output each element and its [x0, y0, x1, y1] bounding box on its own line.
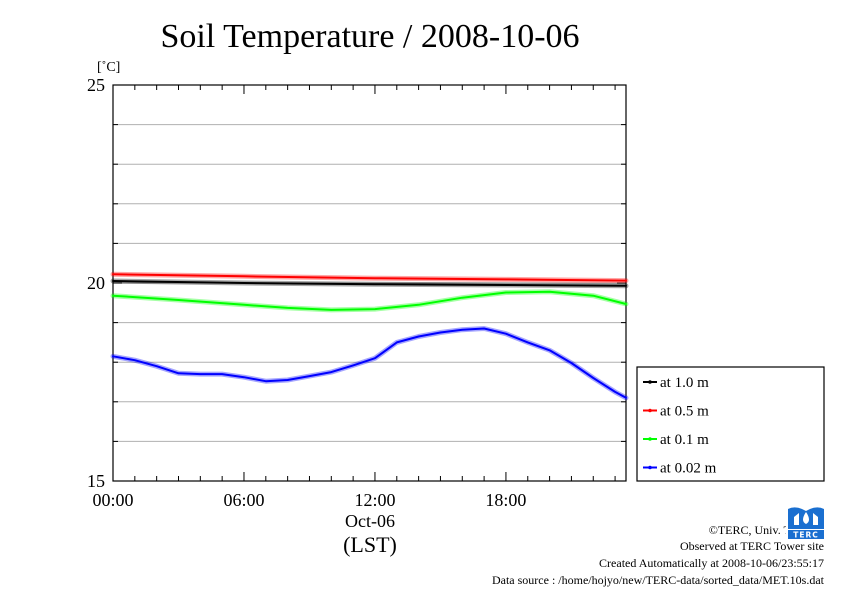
y-axis-label: [˚C] — [97, 60, 120, 75]
legend-label: at 1.0 m — [660, 375, 709, 391]
y-tick-label: 25 — [87, 75, 105, 95]
plot-area: 15 20 25 00:00 06:00 12:00 18:00 — [87, 75, 627, 510]
observed-text: Observed at TERC Tower site — [679, 539, 824, 553]
series-layer — [110, 271, 629, 401]
y-tick-label: 20 — [87, 273, 105, 293]
legend-marker — [648, 408, 652, 413]
x-tick-label: 18:00 — [485, 490, 526, 510]
legend-marker — [648, 437, 652, 441]
legend-label: at 0.5 m — [660, 404, 709, 420]
series-line — [112, 327, 627, 399]
created-text: Created Automatically at 2008-10-06/23:5… — [599, 556, 824, 570]
x-date-label: Oct-06 — [345, 511, 395, 531]
legend-label: at 0.1 m — [660, 432, 709, 448]
legend-label: at 0.02 m — [660, 461, 717, 477]
y-tick-label: 15 — [87, 471, 105, 491]
x-unit-label: (LST) — [343, 532, 397, 557]
x-tick-label: 06:00 — [223, 490, 264, 510]
chart-title: Soil Temperature / 2008-10-06 — [160, 18, 579, 55]
series-halo — [110, 326, 629, 401]
legend: at 1.0 m at 0.5 m at 0.1 m at 0.02 m — [636, 366, 825, 482]
series-line — [112, 280, 627, 287]
legend-marker — [648, 380, 652, 384]
legend-marker — [648, 465, 652, 470]
series-line — [112, 273, 627, 282]
terc-logo: TERC — [786, 503, 826, 539]
x-tick-label: 00:00 — [92, 490, 133, 510]
source-text: Data source : /home/hojyo/new/TERC-data/… — [491, 573, 824, 587]
logo-text: TERC — [793, 531, 819, 540]
legend-box — [636, 366, 825, 482]
series-line — [112, 290, 627, 311]
x-tick-label: 12:00 — [354, 490, 395, 510]
